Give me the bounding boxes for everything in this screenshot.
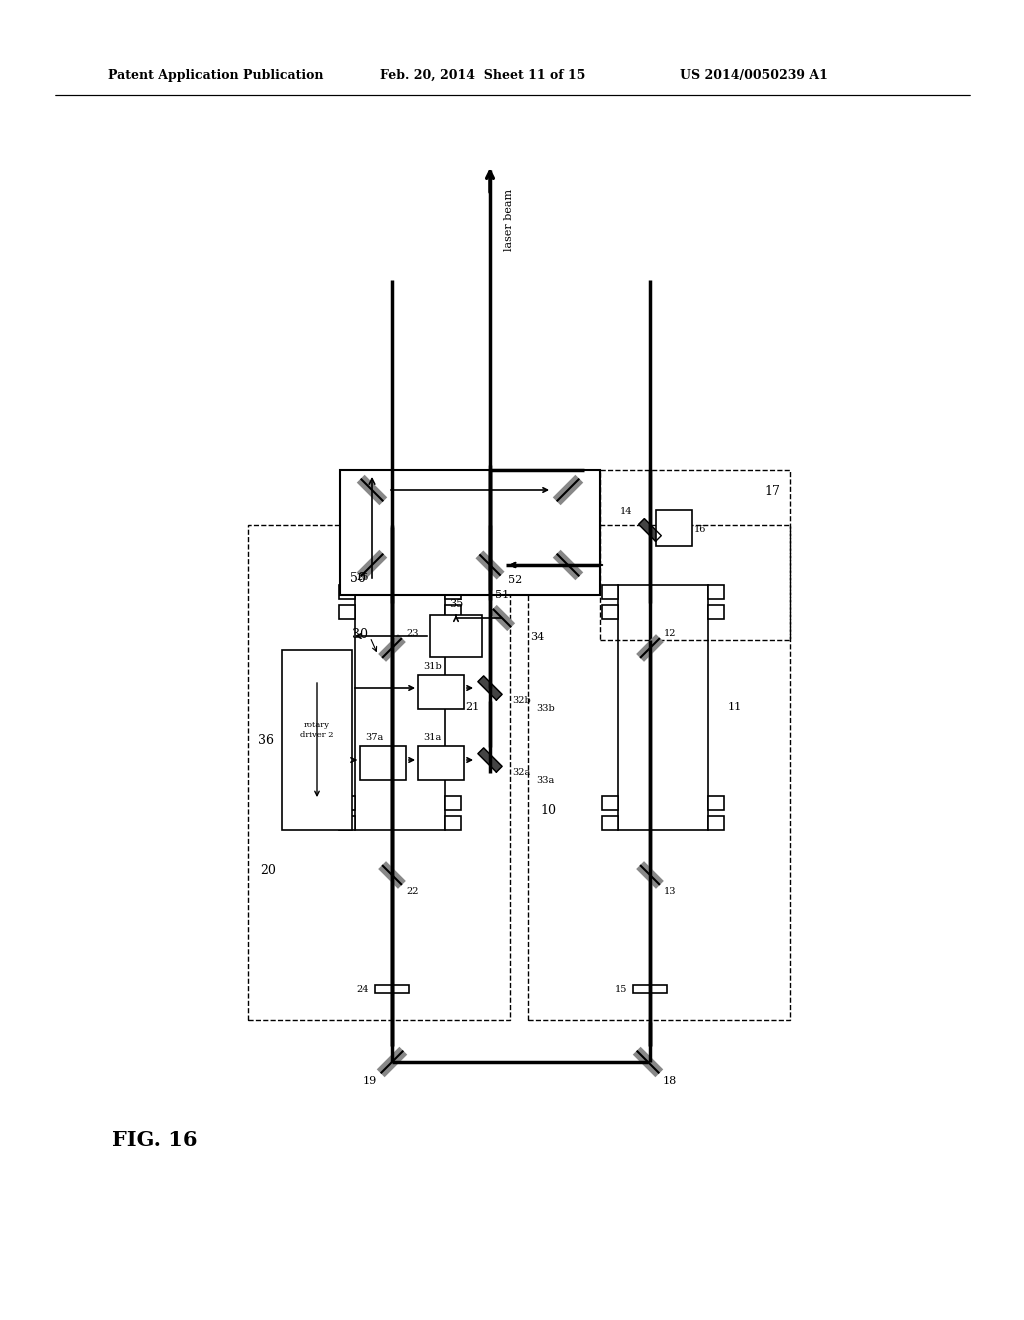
Text: 32a: 32a [512, 768, 530, 777]
Bar [340, 470, 600, 595]
Text: 52: 52 [508, 576, 522, 585]
Text: 12: 12 [664, 630, 677, 638]
Bar [633, 985, 667, 993]
Bar [339, 605, 355, 619]
Bar [602, 585, 618, 599]
Bar [528, 525, 790, 1020]
Text: 13: 13 [664, 887, 677, 896]
Text: 23: 23 [406, 630, 419, 638]
Text: 10: 10 [540, 804, 556, 817]
Bar [600, 470, 790, 640]
Text: Patent Application Publication: Patent Application Publication [108, 69, 324, 82]
Text: 34: 34 [530, 632, 544, 642]
Bar [418, 675, 464, 709]
Text: 33b: 33b [536, 704, 555, 713]
Text: laser beam: laser beam [504, 189, 514, 251]
Text: 21: 21 [465, 702, 479, 711]
Bar [445, 816, 461, 830]
Bar [602, 605, 618, 619]
Bar [282, 649, 352, 830]
Text: 36: 36 [258, 734, 274, 747]
Text: 16: 16 [694, 525, 707, 535]
Bar [708, 585, 724, 599]
Text: 35: 35 [449, 599, 463, 609]
Bar [602, 816, 618, 830]
Bar [339, 585, 355, 599]
Bar [708, 796, 724, 810]
Text: Feb. 20, 2014  Sheet 11 of 15: Feb. 20, 2014 Sheet 11 of 15 [380, 69, 586, 82]
Text: 18: 18 [663, 1076, 677, 1086]
Text: 20: 20 [260, 863, 275, 876]
Polygon shape [639, 519, 662, 541]
Text: 22: 22 [406, 887, 419, 896]
Text: 19: 19 [362, 1076, 377, 1086]
Bar [375, 985, 409, 993]
Bar [708, 816, 724, 830]
Bar [445, 585, 461, 599]
Bar [708, 605, 724, 619]
Bar [430, 615, 482, 657]
Bar [618, 585, 708, 830]
Text: 11: 11 [728, 702, 742, 711]
Bar [248, 525, 510, 1020]
Text: US 2014/0050239 A1: US 2014/0050239 A1 [680, 69, 827, 82]
Text: FIG. 16: FIG. 16 [112, 1130, 198, 1150]
Bar [375, 573, 409, 581]
Bar [339, 796, 355, 810]
Text: 31b: 31b [423, 663, 441, 671]
Bar [602, 796, 618, 810]
Text: 32b: 32b [512, 696, 530, 705]
Bar [418, 746, 464, 780]
Text: 30: 30 [352, 628, 368, 642]
Text: 15: 15 [614, 985, 627, 994]
Bar [360, 746, 406, 780]
Text: 24: 24 [356, 985, 369, 994]
Bar [445, 605, 461, 619]
Text: 31a: 31a [423, 733, 441, 742]
Text: rotary
driver 2: rotary driver 2 [300, 722, 334, 739]
Polygon shape [478, 676, 502, 700]
Bar [339, 816, 355, 830]
Bar [355, 585, 445, 830]
Text: 33a: 33a [536, 776, 554, 785]
Text: 25: 25 [356, 573, 369, 582]
Text: 50: 50 [350, 572, 366, 585]
Text: 14: 14 [620, 507, 632, 516]
Bar [445, 796, 461, 810]
Text: 37a: 37a [365, 733, 383, 742]
Text: 51: 51 [495, 590, 509, 601]
Text: 17: 17 [764, 484, 780, 498]
Polygon shape [478, 748, 502, 772]
Bar [656, 510, 692, 546]
